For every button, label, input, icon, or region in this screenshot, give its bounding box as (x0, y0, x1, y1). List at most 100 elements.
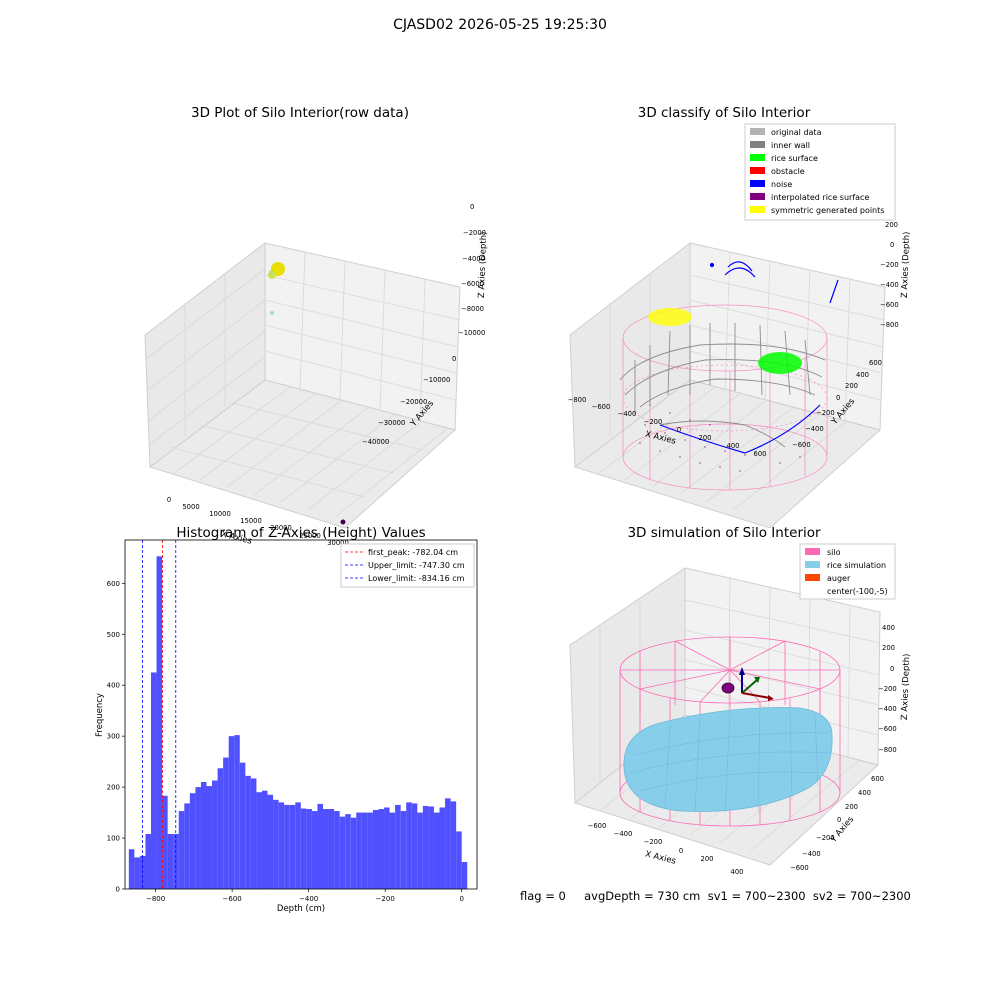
interior-dots (639, 404, 801, 472)
legend-label: inner wall (771, 141, 810, 150)
symmetric-points (648, 308, 692, 326)
y-tick-label: 500 (107, 631, 120, 639)
histogram-bar (378, 809, 385, 889)
histogram-bar (439, 807, 446, 889)
x-tick-label: 15000 (240, 517, 262, 525)
histogram-bar (411, 803, 418, 889)
histogram-bar (350, 817, 357, 889)
z-axis-label: Z Axies (Depth) (900, 653, 912, 720)
x-tick-label: −600 (223, 895, 242, 903)
noise-points (659, 261, 839, 454)
legend-label: symmetric generated points (771, 206, 884, 215)
legend-label: rice simulation (827, 561, 886, 570)
y-axis-label: Y Axies (828, 814, 856, 845)
x-tick-label: 200 (701, 855, 714, 863)
histogram-bar (145, 833, 152, 889)
axis-arrow-y (741, 679, 758, 694)
histogram-bar (273, 799, 279, 889)
legend-label: first_peak: -782.04 cm (368, 548, 458, 557)
floor-pane (148, 379, 457, 529)
z-tick-label: −600 (880, 301, 899, 309)
figure-title: CJASD02 2026-05-25 19:25:30 (393, 17, 607, 33)
legend-swatch (805, 561, 820, 568)
legend-label: original data (771, 128, 822, 137)
z-tick-label: 200 (882, 644, 895, 652)
histogram-bar (184, 803, 190, 889)
histogram-bar (422, 805, 429, 889)
histogram-bar (395, 804, 401, 889)
y-tick-label: 400 (107, 682, 120, 690)
legend-label: silo (827, 548, 841, 557)
x-tick-label: 0 (679, 847, 683, 855)
legend-swatch (750, 154, 765, 161)
x-axis-label: X Axies (644, 849, 677, 866)
histogram-bar (334, 811, 340, 889)
x-tick-label: 600 (754, 450, 767, 458)
histogram-bar (178, 811, 185, 889)
y-axis-ticks: 0 −10000 −20000 −30000 −40000 (362, 355, 456, 446)
y-tick-label: −600 (792, 441, 811, 449)
y-tick-label: 300 (107, 733, 120, 741)
x-tick-label: 10000 (209, 510, 231, 518)
histogram-bar (295, 802, 301, 889)
legend: first_peak: -782.04 cm Upper_limit: -747… (340, 543, 475, 588)
y-tick-label: 0 (116, 886, 120, 894)
z-tick-label: −4000 (462, 255, 485, 263)
y-tick-label: 400 (858, 789, 871, 797)
y-tick-label: 600 (871, 775, 884, 783)
histogram-bar (245, 775, 251, 889)
legend-label: interpolated rice surface (771, 193, 869, 202)
z-tick-label: 400 (882, 624, 895, 632)
legend-label: obstacle (771, 167, 805, 176)
histogram-bar (284, 804, 290, 889)
z-tick-label: −10000 (458, 329, 485, 337)
y-tick-label: −400 (805, 425, 824, 433)
histogram-bar (239, 762, 246, 889)
y-tick-label: 0 (837, 816, 841, 824)
histogram-bar (406, 802, 412, 889)
histogram-bar (206, 786, 213, 889)
legend-swatch (750, 193, 765, 200)
x-tick-label: −600 (592, 403, 611, 411)
histogram-bar (128, 849, 135, 889)
histogram-bar (361, 812, 368, 889)
x-tick-label: −200 (644, 838, 663, 846)
x-tick-label: 20000 (270, 524, 292, 532)
legend-box (340, 543, 475, 588)
histogram-bar (200, 782, 207, 889)
x-tick-label: 0 (459, 895, 463, 903)
histogram-bar (223, 757, 229, 889)
x-axis-ticks: −600 −400 −200 0 200 400 (588, 822, 744, 876)
y-tick-label: 600 (107, 580, 120, 588)
legend-label: rice surface (771, 154, 818, 163)
chart-histogram: Histogram of Z-Axies (Height) Values −80… (95, 525, 478, 914)
z-tick-label: −200 (880, 261, 899, 269)
axis-arrow-y-head (754, 677, 760, 683)
chart-title: 3D simulation of Silo Interior (627, 525, 821, 541)
grid-lines (598, 251, 886, 511)
chart-title: 3D Plot of Silo Interior(row data) (191, 105, 409, 121)
x-tick-label: −800 (146, 895, 165, 903)
legend-swatch (750, 141, 765, 148)
x-tick-label: −200 (376, 895, 395, 903)
outlier-point (270, 311, 274, 315)
chart-3d-simulation: 3D simulation of Silo Interior (569, 525, 912, 876)
inner-wall-points (619, 323, 826, 448)
x-tick-label: −600 (588, 822, 607, 830)
y-axis-label: Frequency (95, 693, 105, 737)
z-tick-label: −400 (880, 281, 899, 289)
histogram-bar (328, 809, 335, 889)
y-tick-label: 600 (869, 359, 882, 367)
small-cluster (268, 270, 274, 276)
axes-panes (144, 241, 461, 529)
histogram-bar (228, 736, 235, 889)
legend-swatch (805, 574, 820, 581)
plot-area: −800 −600 −400 −200 0 0 100 200 300 400 500 600 (107, 540, 468, 903)
z-tick-label: −800 (878, 746, 897, 754)
y-tick-label: −200 (816, 409, 835, 417)
outlier-point-far (340, 519, 346, 525)
y-tick-label: −200 (816, 834, 835, 842)
histogram-bar (456, 831, 462, 889)
floor-pane (573, 379, 882, 529)
y-tick-label: 100 (107, 835, 120, 843)
